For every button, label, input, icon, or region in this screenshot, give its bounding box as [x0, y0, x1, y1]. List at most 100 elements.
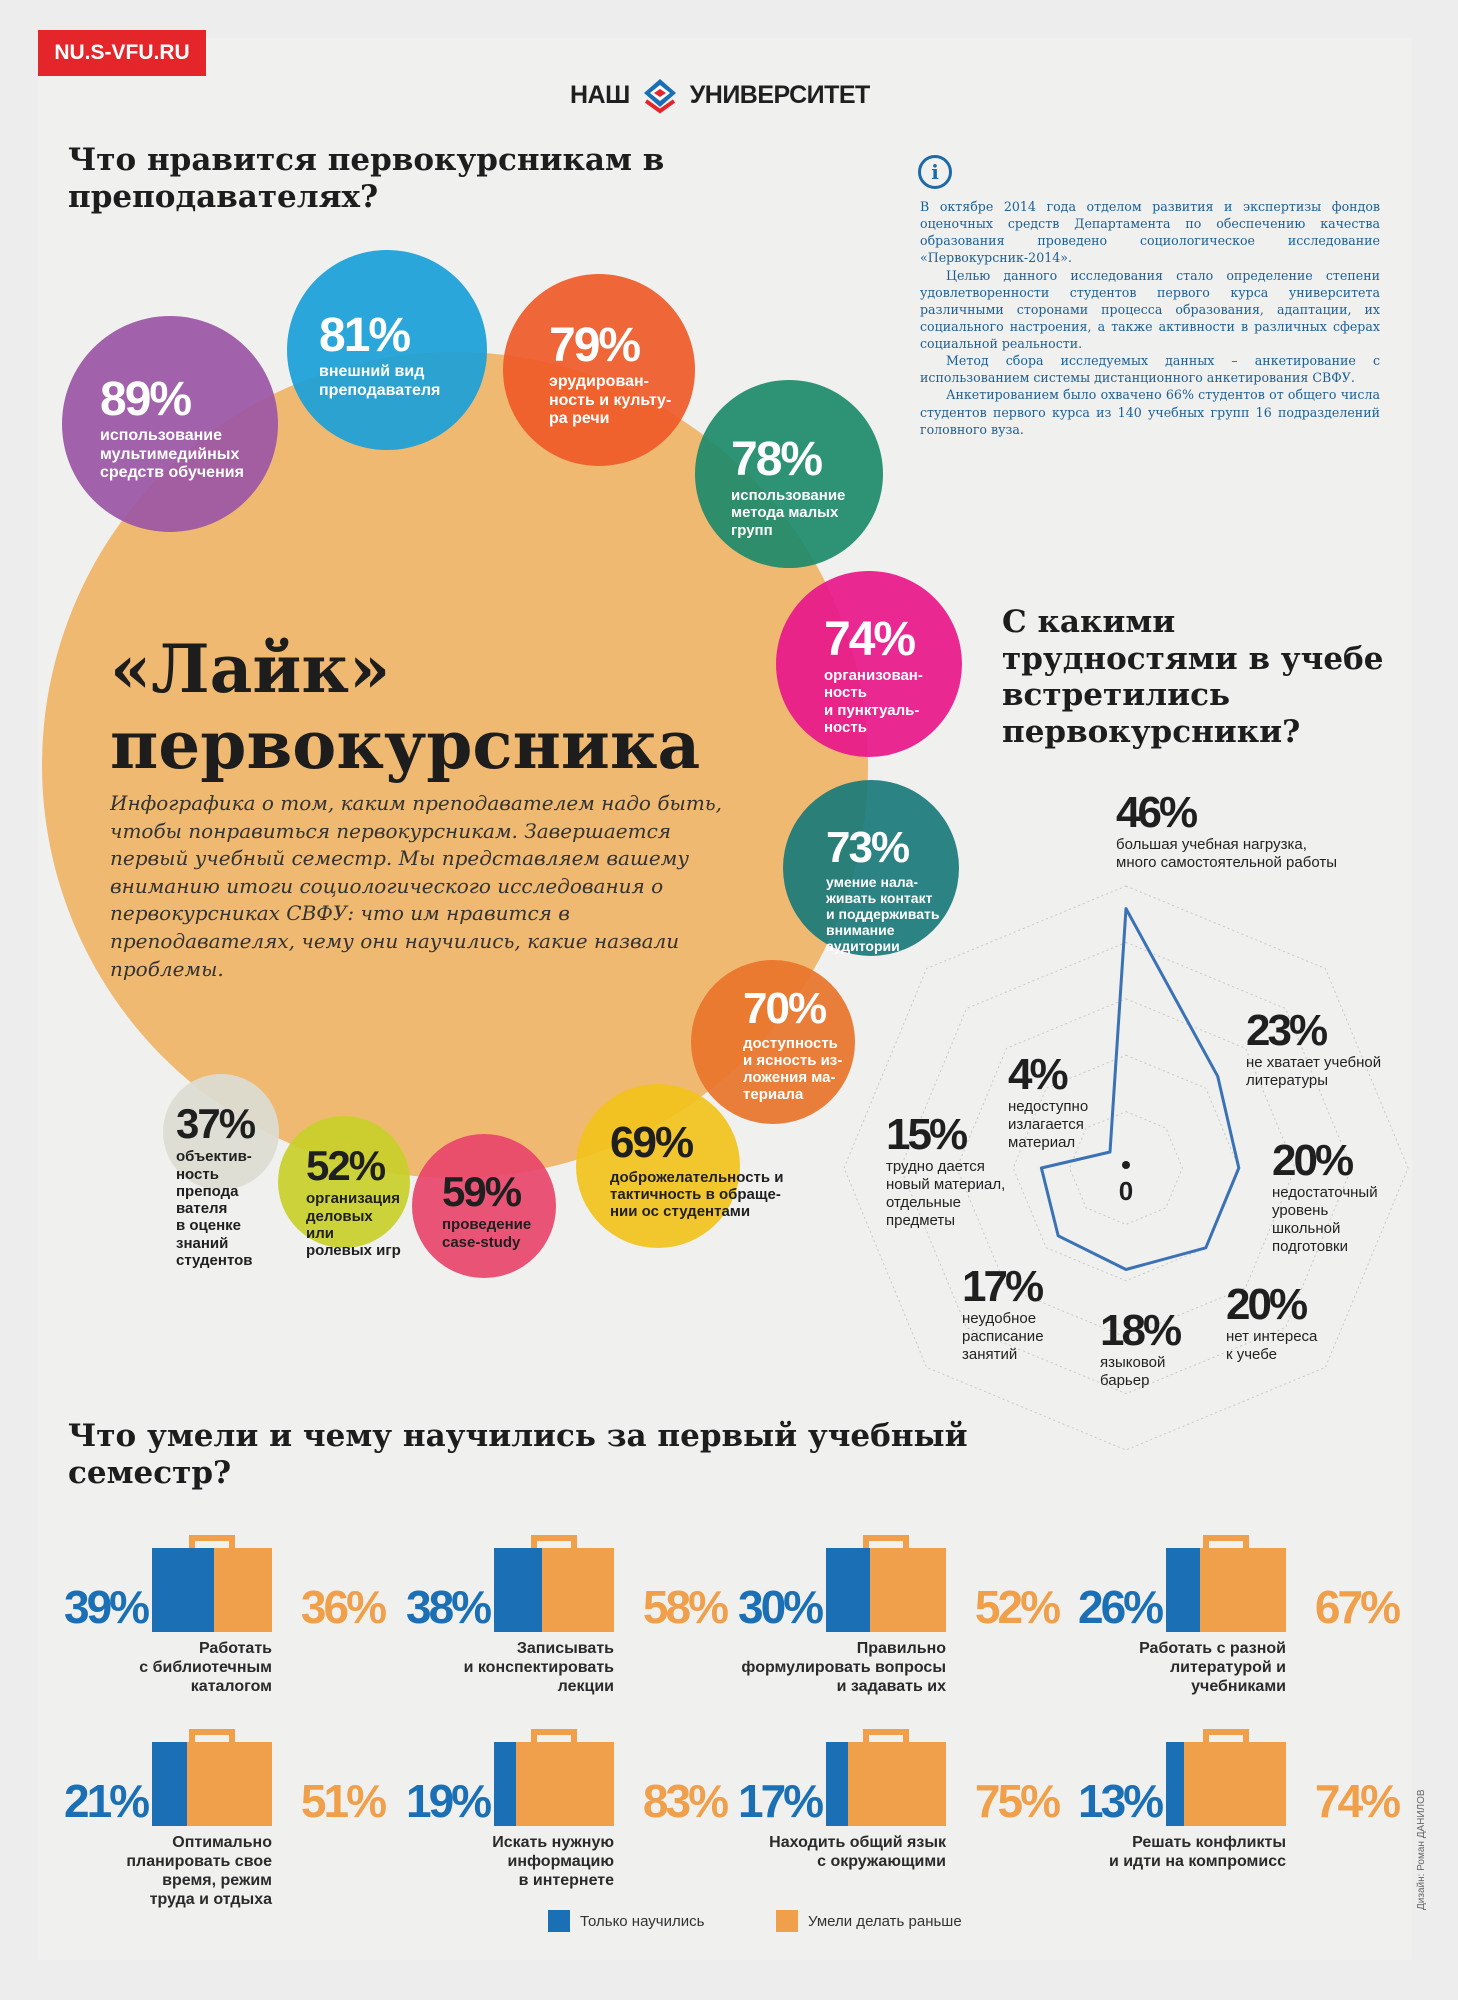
- radar-percent: 17%: [962, 1262, 1044, 1311]
- radar-grid-ring: [1012, 1054, 1240, 1282]
- skill-caption-line: Записывать: [516, 1640, 614, 1657]
- site-tag[interactable]: NU.S-VFU.RU: [38, 30, 206, 76]
- bubble-percent: 81%: [319, 309, 411, 362]
- skill-caption: Решать конфликты и идти на компромисс: [1078, 1834, 1286, 1872]
- bubble-caption-line: проведение: [442, 1216, 532, 1234]
- skill-item-6: 19% 83% Искать нужную информацию в интернете: [406, 1728, 729, 1918]
- skill-caption-line: Искать нужную: [492, 1834, 614, 1851]
- radar-caption-line: нет интереса: [1226, 1328, 1318, 1346]
- bubble-label-4: 78% использование метода малых групп: [731, 432, 845, 539]
- legend-learned-label: Только научились: [580, 1912, 705, 1930]
- bubble-percent: 52%: [306, 1142, 386, 1189]
- radar-caption-line: недоступно: [1008, 1098, 1089, 1116]
- bubble-caption-line: внешний вид: [319, 363, 425, 381]
- radar-percent: 18%: [1100, 1306, 1182, 1355]
- bubble-caption-line: использование: [100, 427, 223, 445]
- radar-caption-line: подготовки: [1272, 1238, 1348, 1256]
- radar-percent: 46%: [1116, 788, 1198, 837]
- bubble-caption-line: и пунктуаль-: [824, 701, 920, 719]
- info-paragraph: В октябре 2014 года отделом развития и э…: [920, 199, 1380, 266]
- suitcase-learned-bar: [1166, 1742, 1184, 1826]
- hero-title-line1: «Лайк»: [110, 630, 391, 708]
- skill-item-4: 26% 67% Работать с разной литературой и уче…: [1078, 1534, 1401, 1724]
- skill-item-5: 21% 51% Оптимально планировать свое время, р…: [64, 1728, 387, 1918]
- likes-question-title: Что нравится первокурсникам в преподават…: [68, 142, 665, 215]
- brand-left-text: НАШ: [570, 80, 630, 109]
- suitcase-handle: [1203, 1535, 1249, 1550]
- suitcase-icon: [494, 1535, 614, 1632]
- bubble-caption-line: вателя: [176, 1200, 228, 1218]
- suitcase-learned-bar: [494, 1548, 542, 1632]
- skill-caption-line: и идти на компромисс: [1108, 1852, 1286, 1870]
- bubble-caption-line: в оценке: [176, 1217, 242, 1235]
- bubble-caption-line: студентов: [176, 1251, 253, 1269]
- brand-header: НАШ УНИВЕРСИТЕТ: [570, 72, 880, 118]
- study-info-text: В октябре 2014 года отделом развития и э…: [920, 198, 1380, 438]
- skill-learned-percent: 26%: [1078, 1581, 1164, 1633]
- bubble-caption-line: и поддерживать: [826, 905, 940, 922]
- suitcase-icon: [826, 1535, 946, 1632]
- radar-label-4: 20% нет интереса к учебе: [1226, 1281, 1318, 1364]
- radar-caption-line: языковой: [1100, 1354, 1166, 1372]
- hero-title: «Лайк» первокурсника: [110, 630, 750, 784]
- suitcase-icon: [1166, 1729, 1286, 1826]
- bubble-caption-line: или: [306, 1224, 334, 1242]
- radar-caption-line: недостаточный: [1272, 1184, 1378, 1202]
- skill-caption-line: труда и отдыха: [149, 1890, 272, 1908]
- bubble-caption-line: объектив-: [176, 1148, 252, 1166]
- bubble-8: [576, 1084, 740, 1248]
- bubble-11: [163, 1074, 279, 1190]
- legend-orange-swatch: [776, 1910, 798, 1932]
- bubble-5: [776, 571, 962, 757]
- skill-before-percent: 58%: [642, 1581, 729, 1633]
- bubble-caption-line: ложения ма-: [743, 1069, 836, 1087]
- suitcase-icon: [826, 1729, 946, 1826]
- bubble-caption-line: case-study: [442, 1233, 521, 1251]
- bubble-7: [691, 960, 855, 1124]
- bubble-caption-line: ролевых игр: [306, 1242, 401, 1260]
- suitcase-before-bar: [187, 1742, 272, 1826]
- bubble-3: [503, 274, 695, 466]
- skill-caption: Записывать и конспектировать лекции: [406, 1640, 614, 1697]
- skill-caption-line: информацию: [507, 1852, 614, 1870]
- bubble-6: [783, 780, 959, 956]
- designer-credit: Дизайн: Роман ДАНИЛОВ: [1416, 1789, 1427, 1910]
- skill-before-percent: 52%: [974, 1581, 1061, 1633]
- bubble-percent: 74%: [824, 613, 916, 666]
- suitcase-icon: [152, 1535, 272, 1632]
- legend-before-label: Умели делать раньше: [808, 1912, 962, 1930]
- big-background-circle: [42, 352, 868, 1178]
- bubble-caption-line: деловых: [306, 1207, 373, 1225]
- bubble-1: [62, 316, 278, 532]
- bubble-4: [695, 380, 883, 568]
- radar-percent: 23%: [1246, 1006, 1328, 1055]
- bubble-caption-line: средств обучения: [100, 463, 244, 481]
- radar-label-2: 23% не хватает учебной литературы: [1246, 1006, 1381, 1090]
- bubble-percent: 89%: [100, 373, 192, 426]
- skill-caption: Правильно формулировать вопросы и задавать…: [738, 1640, 946, 1697]
- bubble-caption-line: тактичность в обраще-: [610, 1185, 781, 1203]
- bubble-caption-line: метода малых: [731, 504, 839, 522]
- difficulties-question-title: С какими трудностями в учебе встретились…: [1002, 604, 1384, 750]
- skill-caption-line: литературой и учебниками: [1170, 1658, 1286, 1695]
- radar-label-6: 17% неудобное расписание занятий: [962, 1262, 1044, 1364]
- skill-caption-line: Оптимально: [172, 1834, 272, 1851]
- legend-before: Умели делать раньше: [776, 1910, 962, 1932]
- skill-caption-line: Правильно: [856, 1640, 946, 1657]
- brand-right-text: УНИВЕРСИТЕТ: [689, 80, 871, 109]
- suitcase-learned-bar: [152, 1548, 214, 1632]
- bubble-label-9: 59% проведение case-study: [442, 1168, 531, 1251]
- skill-caption: Искать нужную информацию в интернете: [406, 1834, 614, 1891]
- radar-caption-line: литературы: [1246, 1072, 1329, 1090]
- bubble-caption-line: ность: [824, 684, 867, 702]
- skill-caption-line: Работать: [198, 1640, 272, 1657]
- bubble-label-7: 70% доступность и ясность из-ложения ма-те…: [743, 984, 842, 1104]
- radar-caption-line: к учебе: [1226, 1346, 1277, 1364]
- skill-caption-line: с библиотечным: [139, 1658, 272, 1676]
- skill-learned-percent: 17%: [738, 1775, 824, 1827]
- legend-blue-swatch: [548, 1910, 570, 1932]
- bubble-caption-line: внимание: [826, 921, 895, 938]
- skill-caption-line: Находить общий язык: [769, 1834, 946, 1851]
